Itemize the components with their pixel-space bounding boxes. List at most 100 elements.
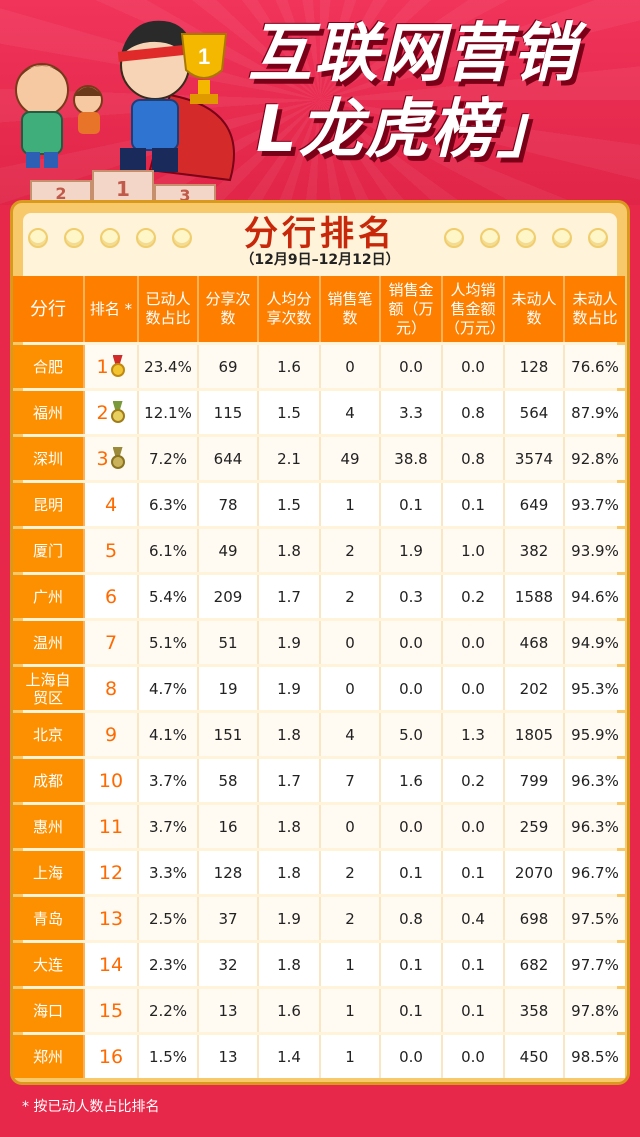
table-row: 大连 14 2.3% 32 1.8 1 0.1 0.1 682 97.7%	[13, 943, 625, 986]
cell-avg-shares: 1.6	[259, 989, 321, 1032]
table-row: 北京 9 4.1% 151 1.8 4 5.0 1.3 1805 95.9%	[13, 713, 625, 756]
cell-avg-sales: 0.1	[443, 943, 505, 986]
cell-inactive: 358	[505, 989, 565, 1032]
cell-avg-shares: 1.9	[259, 897, 321, 940]
cell-sales-amount: 3.3	[381, 391, 443, 434]
table-row: 海口 15 2.2% 13 1.6 1 0.1 0.1 358 97.8%	[13, 989, 625, 1032]
table-row: 温州 7 5.1% 51 1.9 0 0.0 0.0 468 94.9%	[13, 621, 625, 664]
cell-active-ratio: 5.1%	[139, 621, 199, 664]
rank-number: 7	[104, 631, 118, 654]
cell-sales-amount: 1.9	[381, 529, 443, 572]
cell-branch: 合肥	[13, 345, 85, 388]
podium-third: 3	[154, 184, 216, 205]
cell-branch: 广州	[13, 575, 85, 618]
cell-sales-count: 0	[321, 805, 381, 848]
rank-number: 2	[96, 402, 109, 424]
cell-inactive: 2070	[505, 851, 565, 894]
cell-branch: 北京	[13, 713, 85, 756]
rank-number: 10	[98, 769, 124, 792]
decorative-dot	[444, 228, 464, 248]
cell-avg-sales: 0.8	[443, 437, 505, 480]
cell-branch: 厦门	[13, 529, 85, 572]
cell-sales-count: 0	[321, 667, 381, 710]
header-branch: 分行	[13, 276, 85, 342]
header-sales-amount: 销售金额（万元）	[381, 276, 443, 342]
table-header-row: 分行 排名 * 已动人数占比 分享次数 人均分享次数 销售笔数 销售金额（万元）…	[13, 276, 625, 342]
cell-inactive: 468	[505, 621, 565, 664]
rank-number: 12	[98, 861, 124, 884]
decorative-dot	[516, 228, 536, 248]
cell-avg-shares: 1.5	[259, 483, 321, 526]
cell-inactive: 1805	[505, 713, 565, 756]
ranking-table: 分行 排名 * 已动人数占比 分享次数 人均分享次数 销售笔数 销售金额（万元）…	[13, 273, 625, 1081]
cell-sales-count: 2	[321, 851, 381, 894]
cell-active-ratio: 23.4%	[139, 345, 199, 388]
cell-inactive: 564	[505, 391, 565, 434]
cell-rank: 7	[85, 621, 139, 664]
table-row: 上海 12 3.3% 128 1.8 2 0.1 0.1 2070 96.7%	[13, 851, 625, 894]
rank-number: 1	[96, 356, 109, 378]
cell-avg-shares: 1.9	[259, 667, 321, 710]
decorative-dot	[552, 228, 572, 248]
cell-shares: 128	[199, 851, 259, 894]
cell-avg-shares: 1.7	[259, 759, 321, 802]
cell-shares: 49	[199, 529, 259, 572]
rank-number: 15	[98, 999, 124, 1022]
cell-active-ratio: 4.7%	[139, 667, 199, 710]
table-row: 昆明 4 6.3% 78 1.5 1 0.1 0.1 649 93.7%	[13, 483, 625, 526]
cell-avg-shares: 1.5	[259, 391, 321, 434]
cell-active-ratio: 12.1%	[139, 391, 199, 434]
cell-active-ratio: 2.2%	[139, 989, 199, 1032]
cell-sales-count: 1	[321, 943, 381, 986]
cell-shares: 69	[199, 345, 259, 388]
cell-sales-amount: 0.0	[381, 805, 443, 848]
cell-branch: 温州	[13, 621, 85, 664]
cell-avg-sales: 1.0	[443, 529, 505, 572]
cell-shares: 151	[199, 713, 259, 756]
cell-avg-sales: 0.1	[443, 483, 505, 526]
table-row: 深圳 3 7.2% 644 2.1 49 38.8 0.8 3574 92.8%	[13, 437, 625, 480]
header-active-ratio: 已动人数占比	[139, 276, 199, 342]
header-sales-count: 销售笔数	[321, 276, 381, 342]
cell-branch: 福州	[13, 391, 85, 434]
cell-active-ratio: 5.4%	[139, 575, 199, 618]
cell-avg-shares: 1.4	[259, 1035, 321, 1078]
cell-avg-sales: 0.4	[443, 897, 505, 940]
header-avg-sales: 人均销售金额（万元）	[443, 276, 505, 342]
cell-avg-shares: 1.8	[259, 851, 321, 894]
cell-sales-amount: 0.1	[381, 851, 443, 894]
cell-active-ratio: 6.3%	[139, 483, 199, 526]
cell-inactive: 799	[505, 759, 565, 802]
rank-number: 4	[104, 493, 118, 516]
rank-number: 5	[104, 539, 118, 562]
cell-inactive-ratio: 94.9%	[565, 621, 625, 664]
cell-avg-sales: 0.8	[443, 391, 505, 434]
cell-inactive: 649	[505, 483, 565, 526]
cell-rank: 8	[85, 667, 139, 710]
cell-sales-count: 2	[321, 575, 381, 618]
cell-shares: 19	[199, 667, 259, 710]
cell-sales-amount: 0.1	[381, 483, 443, 526]
cell-sales-amount: 0.1	[381, 943, 443, 986]
cell-rank: 14	[85, 943, 139, 986]
cell-inactive: 382	[505, 529, 565, 572]
cell-inactive-ratio: 76.6%	[565, 345, 625, 388]
cell-sales-amount: 0.0	[381, 345, 443, 388]
decorative-dot	[172, 228, 192, 248]
cell-inactive-ratio: 97.8%	[565, 989, 625, 1032]
cell-inactive-ratio: 96.3%	[565, 759, 625, 802]
cell-avg-sales: 0.2	[443, 759, 505, 802]
cell-rank: 15	[85, 989, 139, 1032]
cell-inactive-ratio: 95.9%	[565, 713, 625, 756]
table-row: 惠州 11 3.7% 16 1.8 0 0.0 0.0 259 96.3%	[13, 805, 625, 848]
cell-shares: 78	[199, 483, 259, 526]
cell-sales-count: 4	[321, 713, 381, 756]
header-inactive-ratio: 未动人数占比	[565, 276, 625, 342]
cell-rank: 13	[85, 897, 139, 940]
cell-avg-sales: 0.0	[443, 805, 505, 848]
cell-inactive-ratio: 97.7%	[565, 943, 625, 986]
cell-avg-sales: 0.0	[443, 345, 505, 388]
rank-number: 13	[98, 907, 124, 930]
cell-rank: 3	[85, 437, 139, 480]
table-row: 合肥 1 23.4% 69 1.6 0 0.0 0.0 128 76.6%	[13, 345, 625, 388]
